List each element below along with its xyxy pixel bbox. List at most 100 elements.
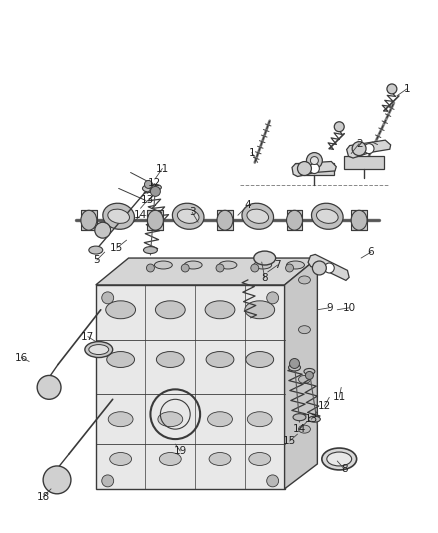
Circle shape xyxy=(43,466,71,494)
Text: 3: 3 xyxy=(189,207,195,217)
Ellipse shape xyxy=(142,185,155,192)
Ellipse shape xyxy=(81,211,97,230)
Polygon shape xyxy=(346,140,391,158)
Circle shape xyxy=(216,264,224,272)
Circle shape xyxy=(309,164,319,173)
Text: 15: 15 xyxy=(283,436,296,446)
Text: 12: 12 xyxy=(318,401,331,411)
Text: 14: 14 xyxy=(134,210,147,220)
Circle shape xyxy=(145,181,152,188)
Ellipse shape xyxy=(159,453,181,465)
Ellipse shape xyxy=(85,342,113,358)
Ellipse shape xyxy=(219,261,237,269)
Text: 11: 11 xyxy=(156,164,169,174)
Ellipse shape xyxy=(155,261,172,269)
Polygon shape xyxy=(308,254,349,280)
Polygon shape xyxy=(217,211,233,230)
Text: 2: 2 xyxy=(356,139,362,149)
Ellipse shape xyxy=(298,425,311,433)
Circle shape xyxy=(102,292,114,304)
Text: 1: 1 xyxy=(248,148,255,158)
Polygon shape xyxy=(96,285,285,489)
Circle shape xyxy=(37,375,61,399)
Circle shape xyxy=(146,264,155,272)
Circle shape xyxy=(352,142,366,156)
Circle shape xyxy=(102,475,114,487)
Ellipse shape xyxy=(327,452,352,466)
Text: 9: 9 xyxy=(326,303,332,313)
Text: 6: 6 xyxy=(368,247,374,257)
Text: 15: 15 xyxy=(110,243,123,253)
Ellipse shape xyxy=(245,301,275,319)
Polygon shape xyxy=(351,211,367,230)
Circle shape xyxy=(305,372,314,379)
Ellipse shape xyxy=(293,414,306,421)
Ellipse shape xyxy=(304,368,315,375)
Ellipse shape xyxy=(308,416,320,422)
Ellipse shape xyxy=(298,326,311,334)
Circle shape xyxy=(95,222,111,238)
Polygon shape xyxy=(292,161,336,176)
Ellipse shape xyxy=(89,345,109,354)
Text: 8: 8 xyxy=(261,273,268,283)
Ellipse shape xyxy=(286,211,303,230)
Text: 16: 16 xyxy=(14,352,28,362)
Text: 7: 7 xyxy=(274,260,281,270)
Circle shape xyxy=(267,292,279,304)
Text: 14: 14 xyxy=(293,424,306,434)
Circle shape xyxy=(290,359,300,368)
Ellipse shape xyxy=(298,276,311,284)
Ellipse shape xyxy=(106,301,135,319)
Ellipse shape xyxy=(322,448,357,470)
Text: 11: 11 xyxy=(332,392,346,402)
Text: 1: 1 xyxy=(403,84,410,94)
Text: 19: 19 xyxy=(173,446,187,456)
Ellipse shape xyxy=(144,247,157,254)
Text: 13: 13 xyxy=(141,196,154,205)
Text: 5: 5 xyxy=(93,255,100,265)
Polygon shape xyxy=(81,211,97,230)
Ellipse shape xyxy=(217,211,233,230)
Circle shape xyxy=(267,475,279,487)
Text: 10: 10 xyxy=(343,303,356,313)
Ellipse shape xyxy=(158,411,183,426)
Circle shape xyxy=(150,187,160,196)
Ellipse shape xyxy=(247,411,272,426)
Ellipse shape xyxy=(89,246,103,254)
Ellipse shape xyxy=(286,261,304,269)
Circle shape xyxy=(307,152,322,168)
Polygon shape xyxy=(96,258,318,285)
Ellipse shape xyxy=(242,203,274,229)
Text: 12: 12 xyxy=(148,179,161,189)
Circle shape xyxy=(324,263,334,273)
Ellipse shape xyxy=(254,261,272,269)
Ellipse shape xyxy=(155,301,185,319)
Text: 8: 8 xyxy=(341,464,347,474)
Polygon shape xyxy=(344,156,384,168)
Circle shape xyxy=(286,264,293,272)
Text: 17: 17 xyxy=(81,332,95,342)
Ellipse shape xyxy=(317,209,338,223)
Polygon shape xyxy=(294,163,334,175)
Circle shape xyxy=(387,84,397,94)
Ellipse shape xyxy=(149,184,161,190)
Polygon shape xyxy=(148,211,163,230)
Circle shape xyxy=(311,157,318,165)
Ellipse shape xyxy=(246,352,274,367)
Ellipse shape xyxy=(107,352,134,367)
Ellipse shape xyxy=(103,203,134,229)
Polygon shape xyxy=(286,211,303,230)
Polygon shape xyxy=(285,258,318,489)
Ellipse shape xyxy=(298,375,311,383)
Text: 18: 18 xyxy=(36,492,50,502)
Ellipse shape xyxy=(206,352,234,367)
Ellipse shape xyxy=(108,209,130,223)
Ellipse shape xyxy=(249,453,271,465)
Ellipse shape xyxy=(177,209,199,223)
Text: 4: 4 xyxy=(244,200,251,211)
Ellipse shape xyxy=(289,364,300,371)
Text: 13: 13 xyxy=(305,414,318,424)
Circle shape xyxy=(312,261,326,275)
Ellipse shape xyxy=(205,301,235,319)
Ellipse shape xyxy=(148,211,163,230)
